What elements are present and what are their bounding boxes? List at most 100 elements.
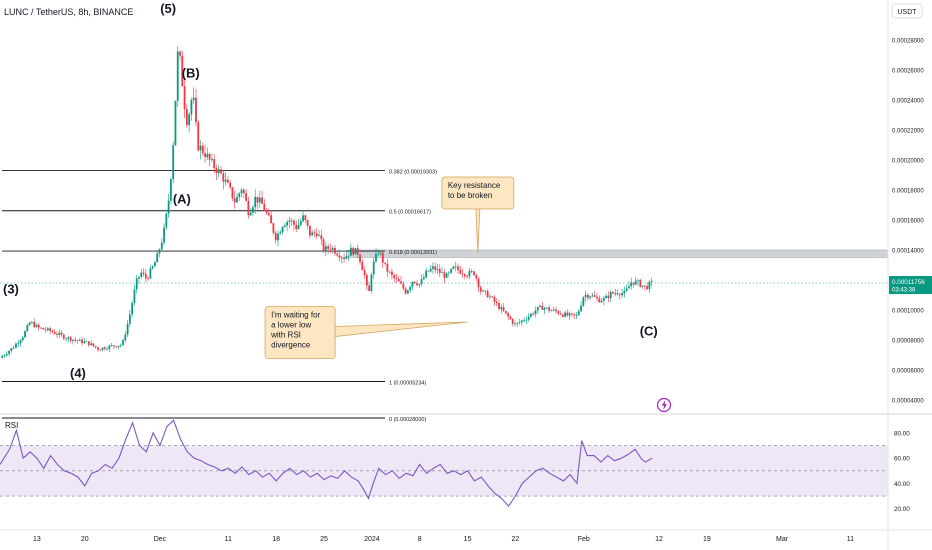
candle-body [359, 254, 361, 263]
candle-body [489, 296, 491, 298]
candle-body [85, 341, 88, 343]
flash-icon[interactable] [656, 397, 672, 413]
candle-body [418, 284, 421, 286]
currency-label: USDT [897, 9, 917, 16]
candle-body [641, 285, 644, 287]
candle-body [491, 296, 494, 298]
candle-body [249, 212, 252, 216]
candle-body [233, 198, 236, 203]
candle-body [555, 309, 557, 312]
candle-body [270, 215, 273, 224]
candle-body [589, 296, 592, 298]
candle-body [457, 266, 459, 270]
candle-body [140, 272, 143, 277]
candle-body [637, 280, 639, 281]
candle-body [311, 232, 314, 236]
price-tick-label: 0.00022000 [892, 129, 924, 135]
candle-body [577, 311, 580, 316]
time-tick-label: 13 [33, 536, 41, 543]
candle-body [12, 347, 15, 349]
candle-body [67, 337, 70, 339]
candle-body [144, 273, 147, 279]
candle-body [149, 268, 152, 279]
candle-body [313, 232, 316, 234]
candle-body [181, 55, 184, 87]
candle-body [49, 328, 52, 331]
wave-label: (5) [160, 1, 176, 16]
candle-body [215, 168, 218, 173]
candle-body [420, 279, 423, 285]
candle-body [643, 285, 646, 287]
candle-body [356, 248, 359, 255]
time-tick-label: 11 [225, 536, 232, 543]
wave-labels-layer: (5) (B) (A) (3) (4) (C) [3, 1, 658, 381]
candle-body [204, 153, 206, 158]
candle-body [343, 257, 345, 260]
candle-body [286, 221, 289, 226]
candle-body [639, 280, 642, 287]
candle-body [345, 256, 348, 260]
callout-text: Key resistance [448, 181, 501, 190]
candle-body [60, 332, 63, 335]
candle-body [106, 349, 108, 350]
price-tick-label: 0.00018000 [892, 189, 924, 195]
candle-body [363, 270, 366, 275]
candle-body [281, 226, 284, 233]
time-tick-label: 18 [272, 536, 280, 543]
candle-body [582, 297, 585, 306]
candle-body [288, 220, 291, 222]
candle-body [580, 305, 582, 312]
candle-body [609, 292, 612, 299]
candle-body [99, 349, 102, 351]
candle-body [612, 292, 614, 294]
candle-body [19, 340, 22, 344]
candle-body [614, 293, 617, 294]
candle-body [591, 295, 594, 297]
candle-body [447, 272, 450, 274]
candle-body [133, 289, 136, 304]
candle-body [509, 316, 512, 320]
candle-body [8, 350, 11, 355]
candle-body [110, 345, 113, 347]
candle-body [179, 51, 181, 56]
candle-body [411, 281, 414, 287]
candle-body [226, 179, 229, 183]
candle-body [90, 343, 93, 346]
candle-body [646, 286, 649, 290]
price-tag-countdown: 03:43:38 [892, 288, 916, 294]
candle-body [238, 193, 241, 197]
candle-body [564, 312, 567, 317]
candle-body [258, 197, 261, 203]
candle-body [33, 322, 36, 327]
candle-body [188, 114, 191, 126]
candle-body [190, 100, 193, 115]
wave-label: (C) [640, 324, 658, 339]
candle-body [163, 227, 165, 243]
candle-body [5, 354, 8, 356]
candle-body [500, 307, 503, 310]
candle-body [632, 282, 635, 285]
callout-text: to be broken [448, 191, 492, 200]
candle-body [575, 315, 578, 316]
time-tick-label: 11 [847, 536, 854, 543]
wave-label: (3) [3, 282, 19, 297]
candle-body [236, 196, 238, 203]
candle-body [402, 283, 405, 289]
rsi-title: RSI [5, 421, 18, 430]
candle-body [384, 262, 386, 264]
candle-body [158, 249, 161, 254]
symbol-title[interactable]: LUNC / TetherUS, 8h, BINANCE [4, 7, 134, 17]
candle-body [621, 293, 623, 296]
candle-body [220, 169, 222, 174]
candle-body [593, 295, 596, 297]
candle-body [541, 305, 544, 310]
candle-body [35, 324, 38, 327]
candle-body [361, 262, 364, 271]
candle-body [31, 322, 33, 323]
candle-body [242, 189, 245, 194]
candle-body [160, 242, 163, 250]
candle-body [1, 356, 4, 358]
candle-body [368, 285, 371, 292]
